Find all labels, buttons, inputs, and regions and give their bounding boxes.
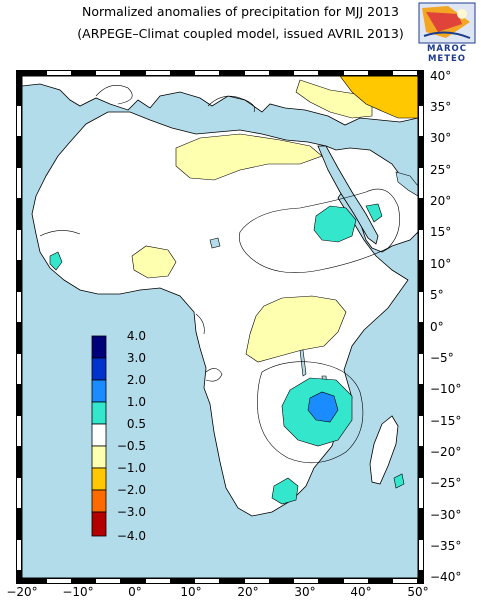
anomaly-negative-sahara <box>175 133 323 181</box>
anomaly-negative-central <box>245 295 347 363</box>
lake-chad <box>209 237 221 249</box>
anomaly-positive-sudan <box>313 205 357 243</box>
lat-label: −40° <box>430 570 461 584</box>
map-title: Normalized anomalies of precipitation fo… <box>82 4 399 19</box>
legend-swatch <box>91 401 107 425</box>
legend-swatch <box>91 379 107 403</box>
legend-swatch <box>91 335 107 359</box>
lat-label: 40° <box>430 69 451 83</box>
lat-label: 25° <box>430 163 451 177</box>
logo-emblem-icon <box>418 2 476 44</box>
lon-label: 20° <box>237 585 258 599</box>
lat-label: −30° <box>430 508 461 522</box>
anomaly-contours <box>39 85 400 464</box>
lat-label: −5° <box>430 351 454 365</box>
legend-swatch <box>91 489 107 513</box>
legend-label: 0.5 <box>127 417 146 431</box>
lat-label: −20° <box>430 445 461 459</box>
legend-label: −2.0 <box>117 483 146 497</box>
anomaly-positive-madagascar <box>393 473 405 489</box>
lat-label: 5° <box>430 288 444 302</box>
lat-label: 30° <box>430 131 451 145</box>
anomaly-positive-arabia <box>365 203 383 223</box>
color-scale-legend: 4.0 3.0 2.0 1.0 0.5 −0.5 −1.0 −2.0 −3.0 … <box>91 329 146 543</box>
anomaly-strong-positive-mozambique <box>307 391 339 423</box>
persian-gulf <box>395 171 418 197</box>
anomaly-negative-mideast <box>295 79 373 119</box>
anomaly-positive-southafrica <box>271 477 299 505</box>
legend-label: 1.0 <box>127 395 146 409</box>
longitude-labels: −20° −10° 0° 10° 20° 30° 40° 50° <box>6 585 428 599</box>
logo-text-meteo: METEO <box>427 54 467 64</box>
lon-label: −20° <box>6 585 37 599</box>
legend-label: −4.0 <box>117 529 146 543</box>
lat-label: −35° <box>430 539 461 553</box>
lat-label: 20° <box>430 194 451 208</box>
lon-label: 10° <box>180 585 201 599</box>
lon-label: 50° <box>407 585 428 599</box>
lat-label: 0° <box>430 320 444 334</box>
map-subtitle: (ARPEGE–Climat coupled model, issued AVR… <box>77 26 404 41</box>
red-sea <box>317 145 379 245</box>
legend-swatch <box>91 423 107 447</box>
logo-text-maroc: MAROC <box>426 44 468 54</box>
legend-swatch <box>91 357 107 381</box>
map-frame <box>16 70 424 584</box>
lat-label: −15° <box>430 414 461 428</box>
lat-label: 15° <box>430 225 451 239</box>
legend-label: 2.0 <box>127 373 146 387</box>
madagascar-land <box>369 415 399 485</box>
anomaly-strong-negative-iran <box>339 76 418 119</box>
legend-label: −0.5 <box>117 439 146 453</box>
anomaly-negative-westafrica <box>131 245 177 279</box>
legend-swatch <box>91 445 107 469</box>
legend-label: 3.0 <box>127 351 146 365</box>
legend-swatch <box>91 467 107 491</box>
lat-label: −25° <box>430 476 461 490</box>
legend-swatch <box>91 511 107 537</box>
legend-label: 4.0 <box>127 329 146 343</box>
legend-label: −1.0 <box>117 461 146 475</box>
lat-label: −10° <box>430 382 461 396</box>
lon-label: 30° <box>294 585 315 599</box>
anomaly-positive-senegal <box>49 251 63 271</box>
maroc-meteo-logo: MAROC METEO <box>418 2 476 66</box>
lon-label: 40° <box>350 585 371 599</box>
latitude-labels: 40° 35° 30° 25° 20° 15° 10° 5° 0° −5° −1… <box>430 69 461 584</box>
lat-label: 35° <box>430 100 451 114</box>
lat-label: 10° <box>430 257 451 271</box>
lon-label: −10° <box>62 585 93 599</box>
lon-label: 0° <box>128 585 142 599</box>
legend-label: −3.0 <box>117 505 146 519</box>
